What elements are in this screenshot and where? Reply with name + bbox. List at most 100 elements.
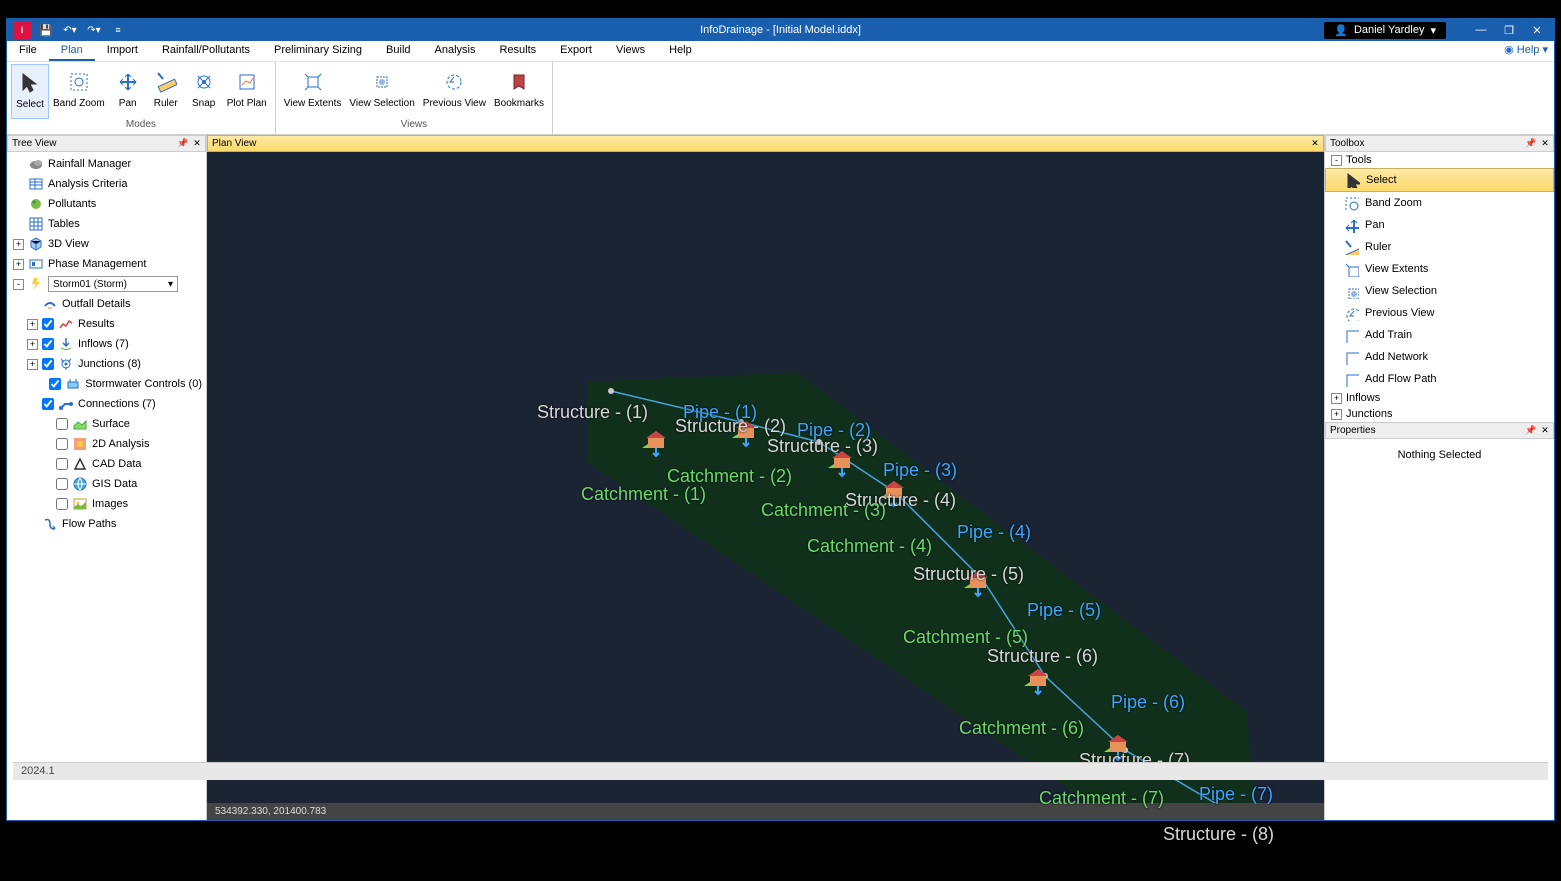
structure-label[interactable]: Structure - (6) — [987, 646, 1098, 667]
close-props-icon[interactable]: ✕ — [1539, 425, 1551, 437]
tool-add-network[interactable]: Add Network — [1325, 346, 1554, 368]
pin-icon[interactable]: 📌 — [177, 138, 189, 150]
ribbon-previous-view-button[interactable]: Previous View — [419, 64, 490, 119]
tool-select[interactable]: Select — [1325, 168, 1554, 192]
menu-build[interactable]: Build — [374, 41, 422, 61]
tree-checkbox[interactable] — [42, 338, 54, 350]
catchment-label[interactable]: Catchment - (4) — [807, 536, 932, 557]
tree-item[interactable]: Outfall Details — [9, 294, 204, 314]
catchment-label[interactable]: Catchment - (3) — [761, 500, 886, 521]
app-icon[interactable]: i — [13, 21, 31, 39]
pin-toolbox-icon[interactable]: 📌 — [1525, 138, 1537, 150]
tree-item[interactable]: Rainfall Manager — [9, 154, 204, 174]
expand-icon[interactable]: - — [13, 279, 24, 290]
expand-icon[interactable]: + — [27, 319, 38, 330]
tree-item[interactable]: Pollutants — [9, 194, 204, 214]
catchment-label[interactable]: Catchment - (1) — [581, 484, 706, 505]
tool-view-selection[interactable]: View Selection — [1325, 280, 1554, 302]
tool-ruler[interactable]: Ruler — [1325, 236, 1554, 258]
maximize-button[interactable]: ❐ — [1496, 21, 1522, 39]
tree-checkbox[interactable] — [42, 318, 54, 330]
close-toolbox-icon[interactable]: ✕ — [1539, 138, 1551, 150]
catchment-label[interactable]: Catchment - (5) — [903, 627, 1028, 648]
tree-item[interactable]: Surface — [9, 414, 204, 434]
expand-icon[interactable]: + — [13, 239, 24, 250]
tree-item[interactable]: Analysis Criteria — [9, 174, 204, 194]
ribbon-view-selection-button[interactable]: View Selection — [345, 64, 418, 119]
structure-label[interactable]: Structure - (1) — [537, 402, 648, 423]
ribbon-plot-plan-button[interactable]: Plot Plan — [223, 64, 271, 119]
catchment-label[interactable]: Catchment - (2) — [667, 466, 792, 487]
catchment-label[interactable]: Catchment - (7) — [1039, 788, 1164, 809]
tree-checkbox[interactable] — [56, 438, 68, 450]
tree-checkbox[interactable] — [56, 498, 68, 510]
help-link[interactable]: ◉ Help ▾ — [1504, 43, 1548, 56]
menu-views[interactable]: Views — [604, 41, 657, 61]
close-panel-icon[interactable]: ✕ — [191, 138, 203, 150]
tree-item[interactable]: GIS Data — [9, 474, 204, 494]
user-badge[interactable]: 👤 Daniel Yardley ▾ — [1324, 22, 1446, 39]
tree-checkbox[interactable] — [56, 478, 68, 490]
pin-props-icon[interactable]: 📌 — [1525, 425, 1537, 437]
menu-export[interactable]: Export — [548, 41, 604, 61]
ribbon-view-extents-button[interactable]: View Extents — [280, 64, 346, 119]
tree-item[interactable]: 2D Analysis — [9, 434, 204, 454]
undo-icon[interactable]: ↶▾ — [61, 21, 79, 39]
ribbon-bookmarks-button[interactable]: Bookmarks — [490, 64, 548, 119]
tree-item[interactable]: +3D View — [9, 234, 204, 254]
tool-view-extents[interactable]: View Extents — [1325, 258, 1554, 280]
tool-pan[interactable]: Pan — [1325, 214, 1554, 236]
tree-item[interactable]: Images — [9, 494, 204, 514]
section-junctions[interactable]: +Junctions — [1325, 406, 1554, 422]
structure-label[interactable]: Structure - (5) — [913, 564, 1024, 585]
tree-checkbox[interactable] — [49, 378, 61, 390]
ribbon-select-button[interactable]: Select — [11, 64, 49, 119]
pipe-label[interactable]: Pipe - (1) — [683, 402, 757, 423]
tree-item[interactable]: +Results — [9, 314, 204, 334]
qat-more-icon[interactable]: ≡ — [109, 21, 127, 39]
ribbon-snap-button[interactable]: Snap — [185, 64, 223, 119]
tree-checkbox[interactable] — [56, 458, 68, 470]
tree-item[interactable]: Connections (7) — [9, 394, 204, 414]
menu-plan[interactable]: Plan — [49, 41, 95, 61]
pipe-label[interactable]: Pipe - (4) — [957, 522, 1031, 543]
tree-item[interactable]: +Junctions (8) — [9, 354, 204, 374]
ribbon-pan-button[interactable]: Pan — [109, 64, 147, 119]
close-button[interactable]: ✕ — [1524, 21, 1550, 39]
tree-item[interactable]: +Inflows (7) — [9, 334, 204, 354]
ribbon-band-zoom-button[interactable]: Band Zoom — [49, 64, 109, 119]
expand-icon[interactable]: + — [13, 259, 24, 270]
close-plan-icon[interactable]: ✕ — [1309, 138, 1321, 150]
section-inflows[interactable]: +Inflows — [1325, 390, 1554, 406]
tool-previous-view[interactable]: Previous View — [1325, 302, 1554, 324]
tool-band-zoom[interactable]: Band Zoom — [1325, 192, 1554, 214]
menu-help[interactable]: Help — [657, 41, 704, 61]
tree-checkbox[interactable] — [42, 358, 54, 370]
pipe-label[interactable]: Pipe - (7) — [1199, 784, 1273, 805]
tree-checkbox[interactable] — [56, 418, 68, 430]
tool-add-train[interactable]: Add Train — [1325, 324, 1554, 346]
pipe-label[interactable]: Pipe - (6) — [1111, 692, 1185, 713]
tree-item[interactable]: CAD Data — [9, 454, 204, 474]
menu-analysis[interactable]: Analysis — [423, 41, 488, 61]
tools-section-header[interactable]: -Tools — [1325, 152, 1554, 168]
tree-item[interactable]: Stormwater Controls (0) — [9, 374, 204, 394]
pipe-label[interactable]: Pipe - (5) — [1027, 600, 1101, 621]
tree-item[interactable]: -Storm01 (Storm)▾ — [9, 274, 204, 294]
menu-results[interactable]: Results — [487, 41, 548, 61]
pipe-label[interactable]: Pipe - (3) — [883, 460, 957, 481]
tree-checkbox[interactable] — [42, 398, 54, 410]
minimize-button[interactable]: — — [1468, 21, 1494, 39]
menu-file[interactable]: File — [7, 41, 49, 61]
tree-item[interactable]: Tables — [9, 214, 204, 234]
structure-label[interactable]: Structure - (8) — [1163, 824, 1274, 845]
plan-canvas[interactable]: Structure - (1)Structure - (2)Structure … — [207, 152, 1324, 803]
menu-preliminarysizing[interactable]: Preliminary Sizing — [262, 41, 374, 61]
tree-item[interactable]: Flow Paths — [9, 514, 204, 534]
menu-rainfallpollutants[interactable]: Rainfall/Pollutants — [150, 41, 262, 61]
save-icon[interactable]: 💾 — [37, 21, 55, 39]
expand-icon[interactable]: + — [27, 339, 38, 350]
tree-item[interactable]: +Phase Management — [9, 254, 204, 274]
catchment-label[interactable]: Catchment - (6) — [959, 718, 1084, 739]
redo-icon[interactable]: ↷▾ — [85, 21, 103, 39]
